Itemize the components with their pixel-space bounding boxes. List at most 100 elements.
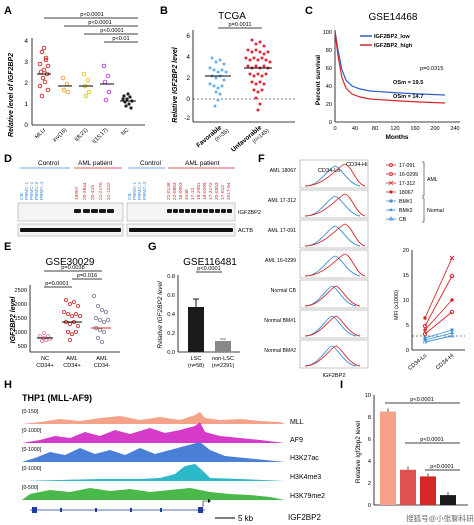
svg-text:p<0.0001: p<0.0001 — [430, 464, 454, 470]
panel-e-title: GSE30029 — [46, 257, 95, 268]
svg-text:2000: 2000 — [15, 302, 27, 308]
svg-text:CB: CB — [19, 193, 25, 200]
band-label-actb: ACTB — [238, 228, 253, 234]
svg-text:OSm = 14.7: OSm = 14.7 — [393, 94, 423, 100]
mfi-ylabel: MFI (x1000) — [394, 290, 400, 320]
svg-text:17-312: 17-312 — [399, 181, 415, 187]
svg-text:15: 15 — [403, 273, 409, 279]
panel-label-e: E — [4, 241, 11, 253]
panel-b-favorable-dots — [208, 56, 228, 108]
svg-text:[0-1000]: [0-1000] — [22, 447, 42, 453]
svg-text:CD34-: CD34- — [94, 363, 110, 369]
panel-h: H THP1 (MLL-AF9) [0-150] [0-1000] [0-100… — [4, 379, 325, 523]
svg-text:CD34-Lo: CD34-Lo — [318, 168, 340, 174]
panel-label-d: D — [4, 153, 12, 165]
blot-igf2bp2-left — [17, 202, 124, 222]
panel-i: I Relative Igf2bp2 level 0 2 4 6 8 10 p<… — [340, 379, 474, 523]
svg-text:6: 6 — [368, 437, 371, 443]
bar-i-1 — [400, 469, 416, 505]
svg-text:40: 40 — [326, 84, 332, 90]
svg-text:6: 6 — [186, 33, 190, 40]
panel-label-f: F — [258, 153, 265, 165]
svg-text:AML: AML — [427, 177, 438, 183]
svg-text:100: 100 — [323, 30, 332, 36]
svg-text:AML 18067: AML 18067 — [270, 168, 296, 174]
svg-text:-2: -2 — [184, 115, 190, 122]
svg-text:Normal BM#1: Normal BM#1 — [264, 318, 296, 324]
mfi-points — [422, 255, 455, 344]
svg-text:18067: 18067 — [399, 190, 414, 196]
panel-a-dots-t821 — [81, 71, 92, 99]
svg-text:17-3172: 17-3172 — [208, 182, 214, 200]
svg-text:Control: Control — [140, 160, 162, 167]
svg-text:2500: 2500 — [15, 288, 27, 294]
svg-text:p=0.016: p=0.016 — [77, 273, 97, 279]
panel-a-ytick: 0 — [24, 122, 28, 129]
survival-curve-low — [334, 30, 446, 96]
svg-text:2017-94: 2017-94 — [226, 182, 232, 200]
svg-text:Control: Control — [38, 160, 60, 167]
panel-c-p: p=0.0315 — [420, 66, 444, 72]
svg-text:CD34+: CD34+ — [36, 363, 54, 369]
svg-text:4: 4 — [186, 54, 190, 61]
panel-a-ytick: 3 — [24, 59, 28, 66]
svg-text:80: 80 — [326, 48, 332, 54]
panel-i-bars — [380, 408, 456, 505]
panel-b-title: TCGA — [218, 11, 246, 22]
svg-text:16-0299: 16-0299 — [399, 172, 418, 178]
svg-text:NC: NC — [41, 356, 49, 362]
svg-text:NC: NC — [120, 127, 130, 137]
svg-text:20-415: 20-415 — [90, 185, 96, 200]
svg-text:CD34+: CD34+ — [63, 363, 81, 369]
panel-b-p: p=0.0011 — [228, 22, 251, 28]
svg-text:5: 5 — [406, 323, 409, 329]
panel-label-g: G — [148, 241, 157, 253]
svg-text:20-0353: 20-0353 — [214, 182, 220, 200]
svg-text:20: 20 — [403, 248, 409, 254]
svg-text:20-2844: 20-2844 — [82, 182, 88, 200]
svg-text:17-12: 17-12 — [190, 187, 196, 200]
bar-i-2 — [420, 476, 436, 505]
panel-d: D Control AML patient Control AML patien… — [4, 153, 261, 237]
track-ranges: [0-150] [0-1000] [0-1000] [0-1000] [0-50… — [22, 409, 42, 491]
svg-text:CD34-Hi: CD34-Hi — [435, 353, 455, 371]
svg-text:PBMC-1: PBMC-1 — [24, 182, 30, 200]
panel-e-dots-nc — [38, 330, 53, 343]
svg-text:PBMC-3: PBMC-3 — [34, 182, 40, 200]
panel-g: G GSE116481 Relative IGF2BP2 level 0.0 0… — [148, 241, 240, 369]
survival-curve-high — [334, 30, 446, 104]
sig-label: p<0.0001 — [80, 12, 104, 18]
svg-text:0.2: 0.2 — [167, 331, 175, 337]
svg-text:[0-500]: [0-500] — [22, 485, 39, 491]
bar-i-3 — [440, 495, 456, 505]
track-h3k4me3 — [22, 464, 285, 481]
svg-text:[0-150]: [0-150] — [22, 409, 39, 415]
svg-text:MLLr: MLLr — [34, 127, 47, 140]
legend-low: IGF2BP2_low — [374, 34, 410, 40]
panel-a-dots-nc — [121, 92, 134, 110]
svg-text:0: 0 — [333, 126, 336, 132]
svg-text:[0-1000]: [0-1000] — [22, 466, 42, 472]
svg-text:80: 80 — [372, 126, 378, 132]
svg-text:18067: 18067 — [74, 186, 80, 200]
svg-text:AML: AML — [66, 356, 78, 362]
panel-a-ytick: 4 — [24, 38, 28, 45]
track-names: MLL AF9 H3K27ac H3K4me3 H3K79me2 — [290, 419, 325, 500]
svg-text:CD34-Lo: CD34-Lo — [407, 353, 428, 372]
panel-label-b: B — [160, 5, 168, 17]
panel-label-h: H — [4, 379, 12, 391]
panel-a-xticks: MLLr inv(16) t(8;21) t(15;17) NC — [34, 127, 130, 145]
svg-text:17-091: 17-091 — [399, 163, 415, 169]
svg-text:60: 60 — [326, 66, 332, 72]
svg-text:(n=2291): (n=2291) — [212, 363, 235, 369]
watermark: 搜狐号@小张聊科研 — [406, 513, 474, 523]
svg-text:18-0299: 18-0299 — [202, 182, 208, 200]
svg-text:H3K4me3: H3K4me3 — [290, 474, 321, 481]
panel-label-a: A — [4, 5, 12, 17]
legend-high: IGF2BP2_high — [374, 43, 413, 49]
svg-text:CB: CB — [399, 217, 407, 223]
svg-text:40: 40 — [352, 126, 358, 132]
svg-text:AML patient: AML patient — [185, 160, 220, 167]
track-af9 — [22, 422, 285, 443]
svg-text:p<0.0001: p<0.0001 — [197, 266, 221, 272]
